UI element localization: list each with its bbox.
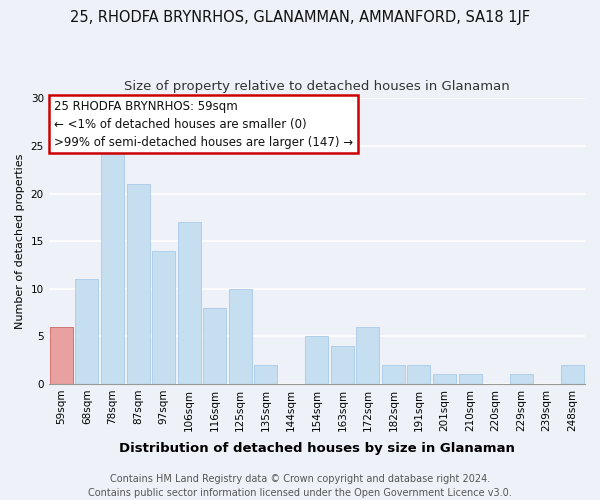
Bar [76, 279, 98, 384]
Bar [203, 308, 226, 384]
X-axis label: Distribution of detached houses by size in Glanaman: Distribution of detached houses by size … [119, 442, 515, 455]
Y-axis label: Number of detached properties: Number of detached properties [15, 154, 25, 329]
Bar [509, 374, 533, 384]
Bar [382, 365, 405, 384]
Bar [561, 365, 584, 384]
Bar [229, 288, 252, 384]
Bar [101, 146, 124, 384]
Bar [305, 336, 328, 384]
Bar [458, 374, 482, 384]
Text: Contains HM Land Registry data © Crown copyright and database right 2024.
Contai: Contains HM Land Registry data © Crown c… [88, 474, 512, 498]
Bar [254, 365, 277, 384]
Bar [331, 346, 354, 384]
Title: Size of property relative to detached houses in Glanaman: Size of property relative to detached ho… [124, 80, 510, 93]
Bar [407, 365, 430, 384]
Bar [178, 222, 200, 384]
Text: 25 RHODFA BRYNRHOS: 59sqm
← <1% of detached houses are smaller (0)
>99% of semi-: 25 RHODFA BRYNRHOS: 59sqm ← <1% of detac… [54, 100, 353, 149]
Bar [127, 184, 149, 384]
Bar [356, 327, 379, 384]
Bar [433, 374, 456, 384]
Bar [152, 250, 175, 384]
Bar [50, 327, 73, 384]
Text: 25, RHODFA BRYNRHOS, GLANAMMAN, AMMANFORD, SA18 1JF: 25, RHODFA BRYNRHOS, GLANAMMAN, AMMANFOR… [70, 10, 530, 25]
